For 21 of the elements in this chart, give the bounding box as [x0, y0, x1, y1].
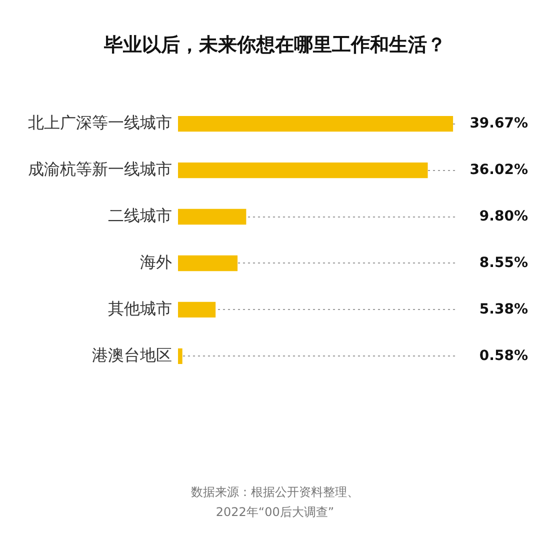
bar [178, 116, 454, 132]
data-label: 39.67% [470, 115, 528, 132]
y-tick-label: 其他城市 [108, 298, 172, 318]
data-label: 36.02% [470, 162, 528, 178]
data-label: 9.80% [479, 208, 528, 224]
y-tick-label: 港澳台地区 [92, 345, 172, 364]
bar [178, 162, 428, 178]
bar [178, 208, 246, 225]
bar [178, 348, 182, 364]
data-label: 0.58% [479, 348, 528, 364]
y-tick-label: 海外 [140, 252, 172, 272]
bar [178, 255, 238, 272]
bar [178, 302, 216, 318]
source-note: 数据来源：根据公开资料整理、 [190, 484, 360, 501]
text: 2022年“00后大调查” [214, 504, 336, 521]
y-tick-label: 二线城市 [108, 206, 172, 225]
data-label: 5.38% [479, 301, 528, 318]
data-label: 8.55% [479, 254, 528, 271]
chart-title: 毕业以后，未来你想在哪里工作和生活？ [103, 33, 447, 58]
y-tick-label: 北上广深等一线城市 [28, 112, 172, 132]
y-tick-label: 成渝杭等新一线城市 [28, 159, 172, 178]
